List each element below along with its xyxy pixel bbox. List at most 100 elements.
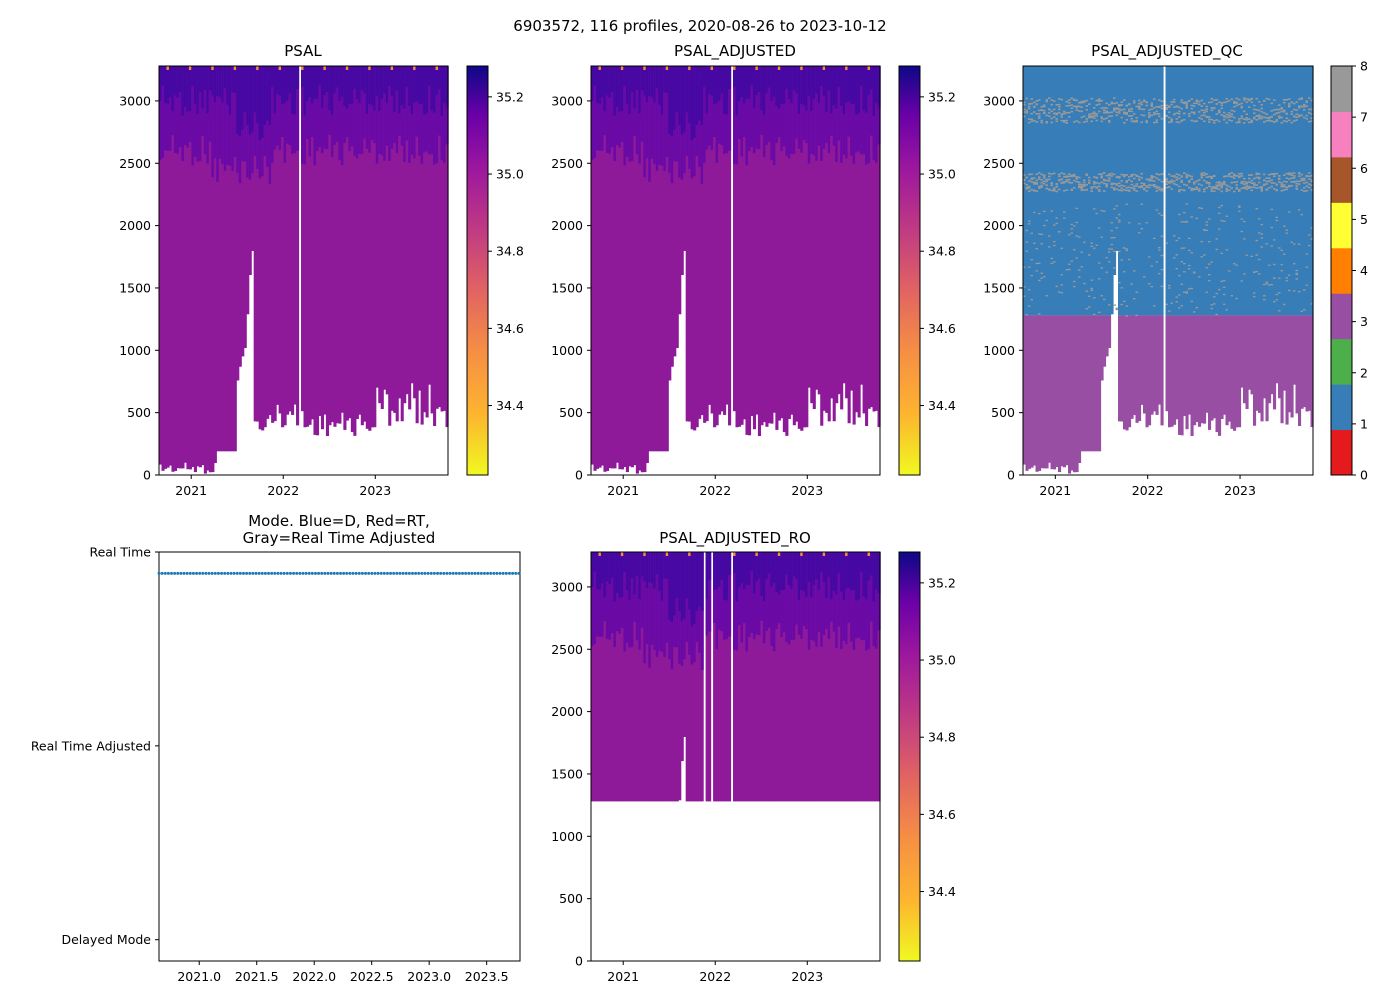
psal-cell-upper [286, 66, 290, 144]
psal-cell-upper [315, 66, 320, 152]
psal_adjusted_ro-cell-core [638, 552, 642, 600]
mode-point [417, 571, 421, 575]
psal-colorbar-tick-label: 34.4 [496, 398, 524, 413]
psal_adjusted-cell-core [715, 66, 719, 104]
psal_adjusted_qc-cell-qc8 [1255, 184, 1259, 186]
psal_adjusted_qc-cell-qc3 [1233, 315, 1237, 431]
psal_adjusted_qc-cells [1023, 66, 1314, 474]
psal_adjusted-cell-core [640, 66, 644, 91]
psal_adjusted_ro-cell-deep [653, 552, 657, 802]
psal_adjusted_ro-cell-surface [733, 552, 737, 556]
psal_adjusted_qc-cell-qc8 [1270, 226, 1274, 229]
psal_adjusted_qc-cell-qc8 [1303, 182, 1307, 184]
mode-point [435, 571, 439, 575]
psal_adjusted-cell-deep [875, 66, 879, 411]
psal_adjusted_qc-cell-qc8 [1098, 100, 1102, 102]
psal_adjusted_qc-cell-qc3 [1060, 315, 1064, 467]
psal-cell-upper [323, 66, 327, 149]
psal_adjusted_qc-cell-qc8 [1265, 281, 1269, 283]
psal_adjusted_qc-cell-qc8 [1085, 118, 1089, 120]
psal-cell-core [325, 66, 330, 93]
psal_adjusted_qc-cell-qc8 [1030, 299, 1034, 301]
psal_adjusted_qc-cell-qc8 [1105, 185, 1109, 188]
psal-cell-upper [268, 66, 272, 184]
psal-cell-core [288, 66, 292, 94]
psal_adjusted_qc-cell-qc8 [1268, 119, 1272, 122]
psal_adjusted_qc-cell-qc8 [1173, 113, 1177, 115]
psal_adjusted_qc-cell-qc3 [1183, 315, 1187, 416]
psal_adjusted_ro-cell-deep [772, 552, 776, 802]
psal-cell-core [176, 66, 180, 98]
psal_adjusted_qc-cell-qc1 [1083, 66, 1087, 316]
psal_adjusted_qc-cell-qc8 [1138, 99, 1142, 102]
psal_adjusted_qc-cell-qc8 [1278, 117, 1282, 119]
psal_adjusted_qc-cell-qc8 [1185, 175, 1189, 178]
psal_adjusted_qc-cell-qc8 [1138, 106, 1142, 109]
psal_adjusted_qc-cell-qc3 [1243, 315, 1247, 404]
psal_adjusted_qc-cell-qc8 [1053, 224, 1057, 226]
psal-cell-core [166, 66, 170, 104]
psal_adjusted_qc-cell-qc3 [1198, 315, 1202, 427]
psal-cell-deep [318, 66, 322, 416]
psal_adjusted-cell-upper [650, 66, 654, 159]
mode-frame [158, 551, 521, 962]
psal_adjusted_qc-cell-qc8 [1140, 103, 1144, 106]
psal-cell-deep [203, 66, 207, 474]
psal_adjusted-cell-upper [755, 66, 759, 149]
psal_adjusted_qc-cell-qc1 [1075, 66, 1079, 316]
psal_adjusted_qc-cell-qc8 [1173, 98, 1177, 101]
psal_adjusted_ro-cell-deep [775, 552, 779, 802]
psal_adjusted_qc-cell-qc8 [1220, 114, 1224, 116]
psal_adjusted_qc-cell-qc8 [1148, 114, 1152, 116]
psal_adjusted_qc-cell-qc1 [1140, 66, 1144, 316]
psal_adjusted_qc-xtick-label: 2021 [1039, 483, 1071, 498]
psal_adjusted_qc-cell-qc8 [1058, 175, 1062, 178]
psal_adjusted_qc-cell-qc8 [1113, 109, 1117, 112]
psal_adjusted_qc-cell-qc8 [1105, 111, 1109, 114]
psal_adjusted_ro-cell-deep [862, 552, 866, 802]
psal-cell-deep [198, 66, 202, 468]
psal-cell-deep [196, 66, 200, 467]
psal_adjusted_qc-cell-qc3 [1278, 315, 1282, 399]
psal_adjusted_qc-cell-qc8 [1045, 180, 1049, 183]
psal_adjusted-cell-upper [710, 66, 714, 150]
psal_adjusted-cell-deep [832, 66, 836, 422]
psal_adjusted_qc-cell-qc8 [1200, 172, 1204, 175]
psal_adjusted_qc-cell-qc8 [1113, 267, 1117, 269]
psal_adjusted_qc-cell-qc8 [1195, 188, 1199, 191]
psal-cell-core [241, 66, 245, 130]
psal_adjusted_qc-colorbar-segment [1331, 202, 1352, 249]
psal-cell-core [310, 66, 315, 104]
psal_adjusted_qc-cell-qc8 [1025, 313, 1029, 316]
psal_adjusted_qc-cell-qc8 [1210, 307, 1214, 310]
psal_adjusted_ro-cell-core [850, 552, 854, 591]
psal_adjusted_qc-cell-qc8 [1098, 262, 1102, 264]
psal_adjusted_qc-cell-qc8 [1245, 186, 1249, 188]
psal_adjusted-cell-surface [800, 66, 804, 70]
psal_adjusted_qc-cell-qc8 [1060, 172, 1064, 174]
psal_adjusted_qc-cell-qc8 [1290, 185, 1294, 187]
psal_adjusted_qc-frame [1022, 65, 1314, 476]
psal_adjusted_qc-cell-qc8 [1048, 246, 1052, 248]
psal_adjusted_qc-cell-qc8 [1028, 103, 1032, 105]
psal_adjusted_qc-cell-qc3 [1133, 315, 1137, 416]
psal_adjusted_qc-cell-qc8 [1153, 237, 1157, 240]
psal_adjusted_qc-cell-qc8 [1258, 114, 1262, 116]
psal_adjusted_qc-cell-qc8 [1140, 101, 1144, 104]
psal_adjusted-cell-upper [640, 66, 644, 142]
psal_adjusted-cell-upper [728, 66, 732, 151]
psal_adjusted_ro-cell-deep [660, 552, 664, 802]
psal_adjusted_qc-cell-qc1 [1218, 66, 1222, 316]
psal_adjusted_qc-cell-qc8 [1225, 113, 1229, 116]
psal_adjusted_ro-cell-core [688, 552, 692, 610]
psal_adjusted_qc-cell-qc8 [1260, 111, 1264, 113]
psal_adjusted_qc-cell-qc8 [1120, 187, 1124, 190]
psal_adjusted_qc-cell-qc3 [1023, 315, 1027, 465]
psal_adjusted_qc-cell-qc8 [1213, 99, 1217, 101]
psal_adjusted_qc-cell-qc8 [1038, 109, 1042, 112]
psal_adjusted_qc-cell-qc8 [1255, 207, 1259, 210]
psal_adjusted_qc-cell-qc8 [1285, 112, 1289, 115]
psal_adjusted_qc-cell-qc8 [1055, 217, 1059, 219]
psal_adjusted-cell-deep [688, 66, 692, 422]
psal_adjusted_qc-cell-qc8 [1040, 179, 1044, 181]
